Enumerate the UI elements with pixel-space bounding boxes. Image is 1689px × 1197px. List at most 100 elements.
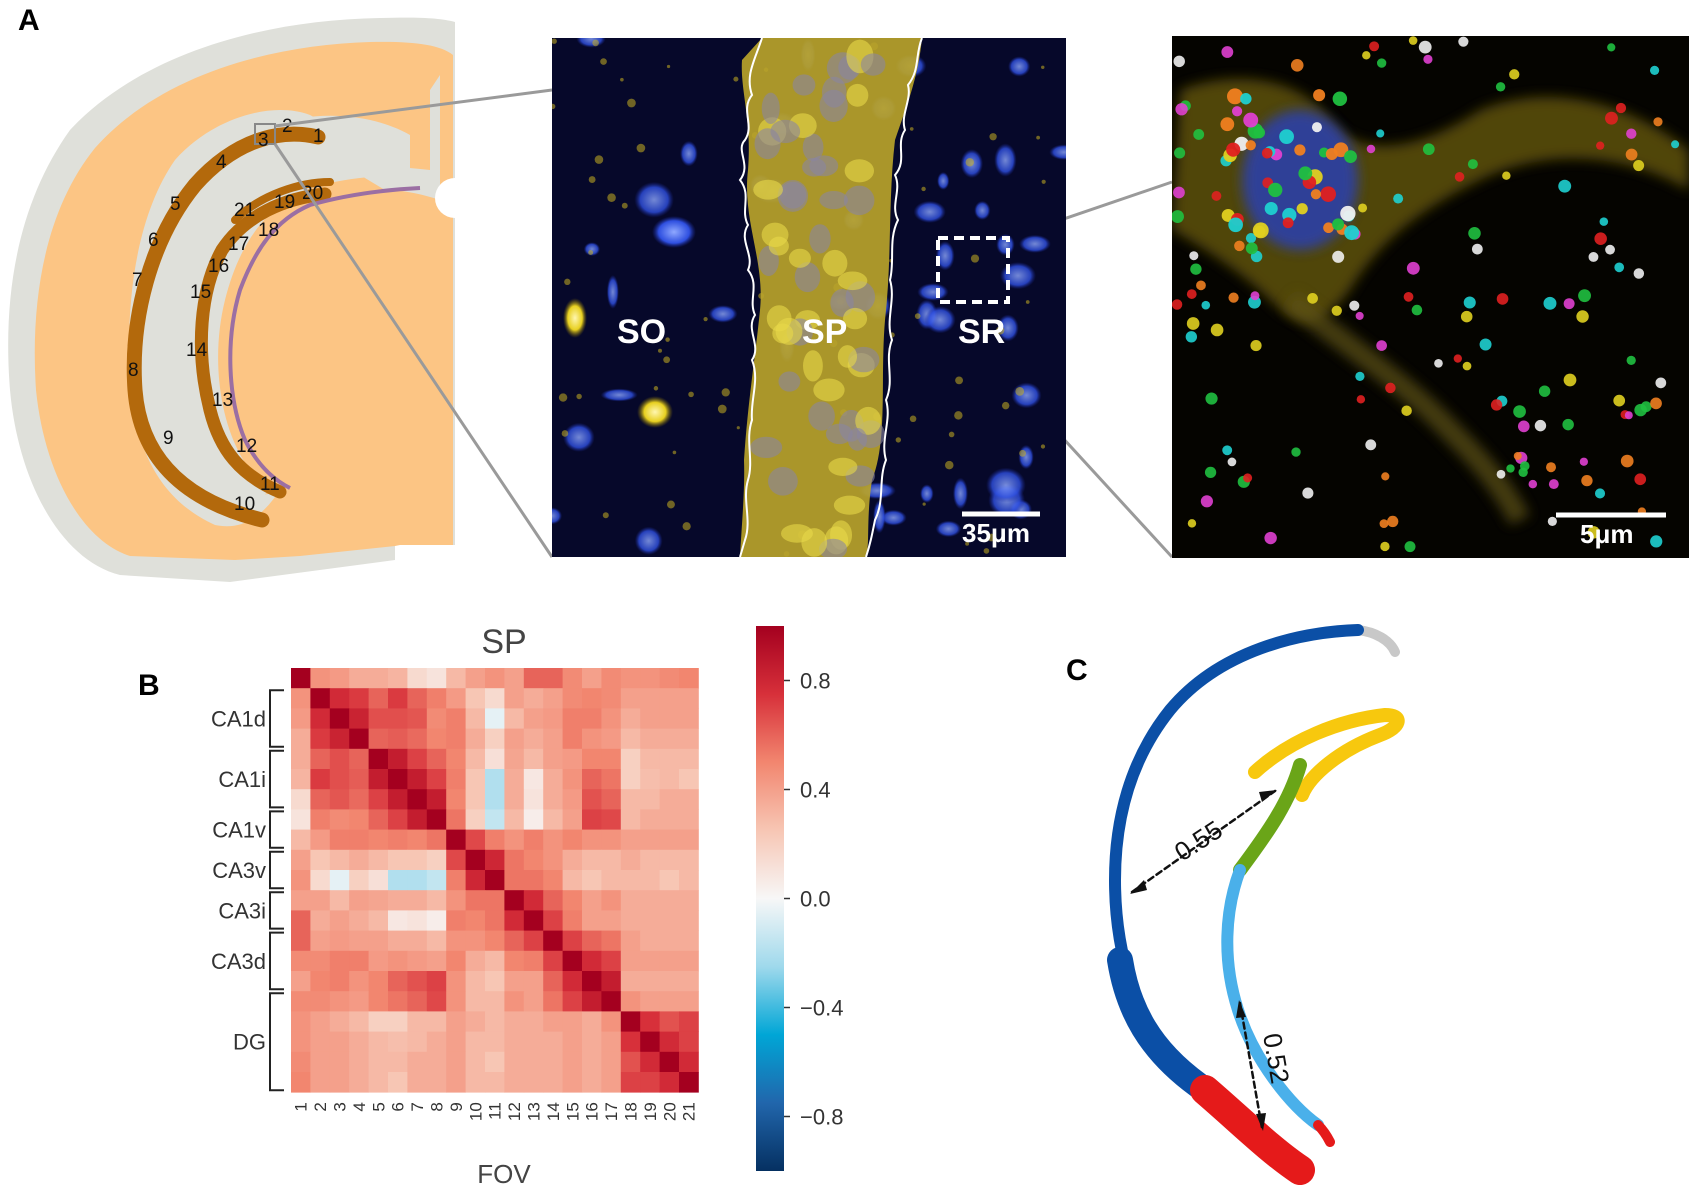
heatmap-cell	[562, 1011, 583, 1032]
heatmap-x-tick: 16	[583, 1102, 602, 1121]
distance-arrow-1-head-a	[1130, 880, 1147, 894]
heatmap-cell	[368, 829, 389, 851]
heatmap-cell	[582, 950, 602, 972]
heatmap-x-tick: 20	[660, 1102, 679, 1121]
heatmap-cell	[679, 971, 699, 992]
heatmap-cell	[426, 930, 447, 952]
heatmap-cell	[388, 1011, 408, 1032]
heatmap-cell	[601, 769, 622, 790]
heatmap-cell	[543, 910, 563, 931]
heatmap-cell	[329, 728, 350, 750]
heatmap-cell	[543, 950, 563, 972]
heatmap-cell	[679, 1031, 699, 1053]
heatmap-cell	[562, 1031, 583, 1053]
heatmap-cell	[601, 971, 622, 992]
heatmap-cell	[329, 1051, 350, 1073]
heatmap-cell	[349, 789, 369, 810]
heatmap-cell	[601, 890, 622, 911]
heatmap-x-tick: 5	[369, 1102, 388, 1111]
heatmap-cell	[388, 870, 408, 891]
heatmap-cell	[407, 789, 428, 810]
heatmap-cell	[543, 829, 563, 851]
heatmap-cell	[407, 1031, 428, 1053]
heatmap-cell	[523, 1072, 544, 1093]
heatmap-cell	[310, 1072, 331, 1093]
heatmap-cell	[620, 748, 641, 770]
heatmap-cell	[465, 1051, 486, 1073]
heatmap-cell	[679, 728, 699, 750]
heatmap-cell	[659, 668, 680, 689]
heatmap-cell	[523, 930, 544, 952]
heatmap-cell	[329, 1031, 350, 1053]
region-label-so: SO	[617, 313, 666, 351]
heatmap-cell	[388, 748, 408, 770]
heatmap-cell	[465, 809, 486, 830]
heatmap-cell	[407, 1072, 428, 1093]
heatmap-cell	[310, 849, 331, 871]
heatmap-cell	[310, 728, 331, 750]
heatmap-cell	[291, 1011, 311, 1032]
heatmap-cell	[601, 870, 622, 891]
fov-label-10: 10	[234, 494, 255, 515]
heatmap-cell	[620, 1072, 641, 1093]
heatmap-cell	[504, 930, 525, 952]
heatmap-cell	[679, 829, 699, 851]
fov-label-8: 8	[128, 360, 139, 381]
heatmap-cell	[485, 991, 505, 1012]
fov-label-1: 1	[313, 126, 324, 147]
heatmap-cell	[640, 1031, 660, 1053]
heatmap-cell	[349, 708, 369, 729]
heatmap-cell	[504, 1031, 525, 1053]
heatmap-cell	[601, 950, 622, 972]
heatmap-cell	[562, 890, 583, 911]
heatmap-cell	[523, 688, 544, 709]
heatmap-cell	[640, 930, 660, 952]
heatmap-cell	[582, 789, 602, 810]
heatmap-cell	[562, 769, 583, 790]
heatmap-group-label: DG	[233, 1030, 266, 1055]
heatmap-group-label: CA3v	[212, 858, 266, 883]
ca1-band-thick	[1107, 947, 1211, 1098]
heatmap-cell	[659, 809, 680, 830]
fov-label-4: 4	[216, 152, 227, 173]
heatmap-cell	[543, 1011, 563, 1032]
heatmap-cell	[310, 829, 331, 851]
heatmap-cell	[582, 668, 602, 689]
heatmap-cell	[543, 930, 563, 952]
heatmap-cell	[329, 708, 350, 729]
heatmap-title: SP	[481, 623, 526, 661]
heatmap-cell	[310, 1011, 331, 1032]
heatmap-cell	[679, 1011, 699, 1032]
heatmap-cell	[679, 870, 699, 891]
fov-label-16: 16	[208, 256, 229, 277]
heatmap-cell	[291, 991, 311, 1012]
heatmap-cell	[485, 1031, 505, 1053]
heatmap-cell	[310, 668, 331, 689]
heatmap-cell	[291, 1031, 311, 1053]
heatmap-cell	[349, 890, 369, 911]
colorbar-ticks: 0.8 0.4 0.0 −0.4 −0.8	[784, 669, 843, 1130]
heatmap-cell	[329, 769, 350, 790]
heatmap-cell	[426, 769, 447, 790]
heatmap-cell	[349, 971, 369, 992]
heatmap-cell	[426, 809, 447, 830]
heatmap-cell	[349, 1011, 369, 1032]
selected-fov-box	[254, 123, 276, 145]
heatmap-cell	[582, 1031, 602, 1053]
distance-arrow-2	[1238, 1001, 1264, 1130]
heatmap-cell	[659, 910, 680, 931]
heatmap-cell	[349, 1031, 369, 1053]
heatmap-cell	[388, 1051, 408, 1073]
heatmap-cell	[310, 910, 331, 931]
heatmap-cell	[562, 789, 583, 810]
micrograph-zoom	[1172, 36, 1689, 558]
heatmap-cell	[679, 789, 699, 810]
heatmap-cell	[329, 870, 350, 891]
distance-arrow-1	[1130, 789, 1277, 894]
heatmap-cell	[310, 789, 331, 810]
heatmap-cell	[543, 1072, 563, 1093]
heatmap-cell	[601, 789, 622, 810]
heatmap-cell	[485, 870, 505, 891]
heatmap-x-tick: 10	[466, 1102, 485, 1121]
